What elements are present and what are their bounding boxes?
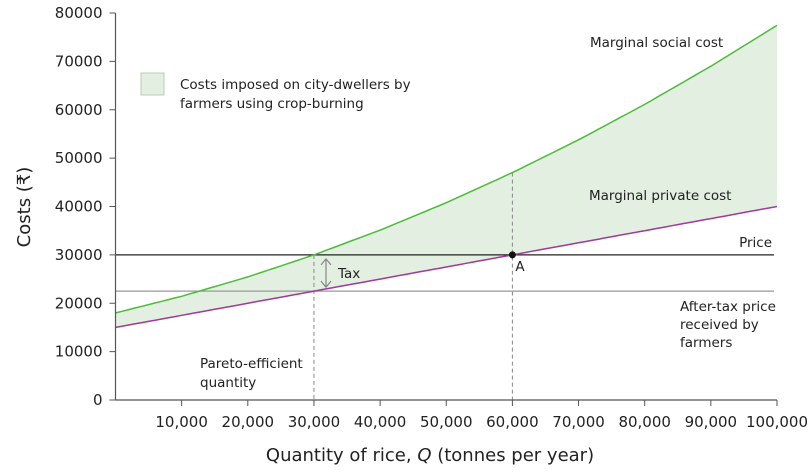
price-label: Price [739,235,772,251]
y-tick-label: 10000 [55,343,103,361]
series-line-marginal-private-cost [115,205,778,329]
legend-swatch [140,72,165,96]
point-a-label: A [515,259,525,275]
x-tick-label: 50,000 [420,413,473,431]
y-tick-label: 70000 [55,52,103,70]
x-tick-label: 70,000 [552,413,605,431]
x-axis-title: Quantity of rice, Q (tonnes per year) [266,445,594,466]
y-tick-label: 50000 [55,149,103,167]
y-tick-label: 80000 [55,4,103,22]
shaded-area-external-cost [115,25,777,328]
x-tick-label: 30,000 [288,413,341,431]
after-tax-label-3: farmers [680,335,732,351]
pareto-label-1: Pareto-efficient [200,356,303,372]
x-tick-label: 10,000 [155,413,208,431]
msc-label: Marginal social cost [590,35,723,51]
x-tick-label: 80,000 [618,413,671,431]
x-tick-label: 100,000 [746,413,808,431]
y-tick-label: 60000 [55,101,103,119]
y-tick-label: 40000 [55,198,103,216]
y-tick-label: 0 [93,391,103,409]
x-tick-label: 20,000 [222,413,275,431]
after-tax-label-1: After-tax price [680,299,776,315]
tax-arrow-icon [320,257,332,289]
point-a [508,251,516,259]
series-line-marginal-social-cost [115,24,778,314]
x-tick-label: 60,000 [486,413,539,431]
y-tick-label: 30000 [55,246,103,264]
x-tick-label: 40,000 [354,413,407,431]
legend-text-1: Costs imposed on city-dwellers by [180,77,411,93]
tax-label: Tax [337,266,360,282]
after-tax-label-2: received by [680,317,759,333]
tax-arrow-heads [320,257,332,289]
legend-text-2: farmers using crop-burning [180,96,364,112]
y-axis-title: Costs (₹) [14,167,35,248]
x-tick-label: 90,000 [685,413,738,431]
y-tick-label: 20000 [55,294,103,312]
mpc-label: Marginal private cost [589,188,731,204]
pareto-label-2: quantity [200,375,256,391]
